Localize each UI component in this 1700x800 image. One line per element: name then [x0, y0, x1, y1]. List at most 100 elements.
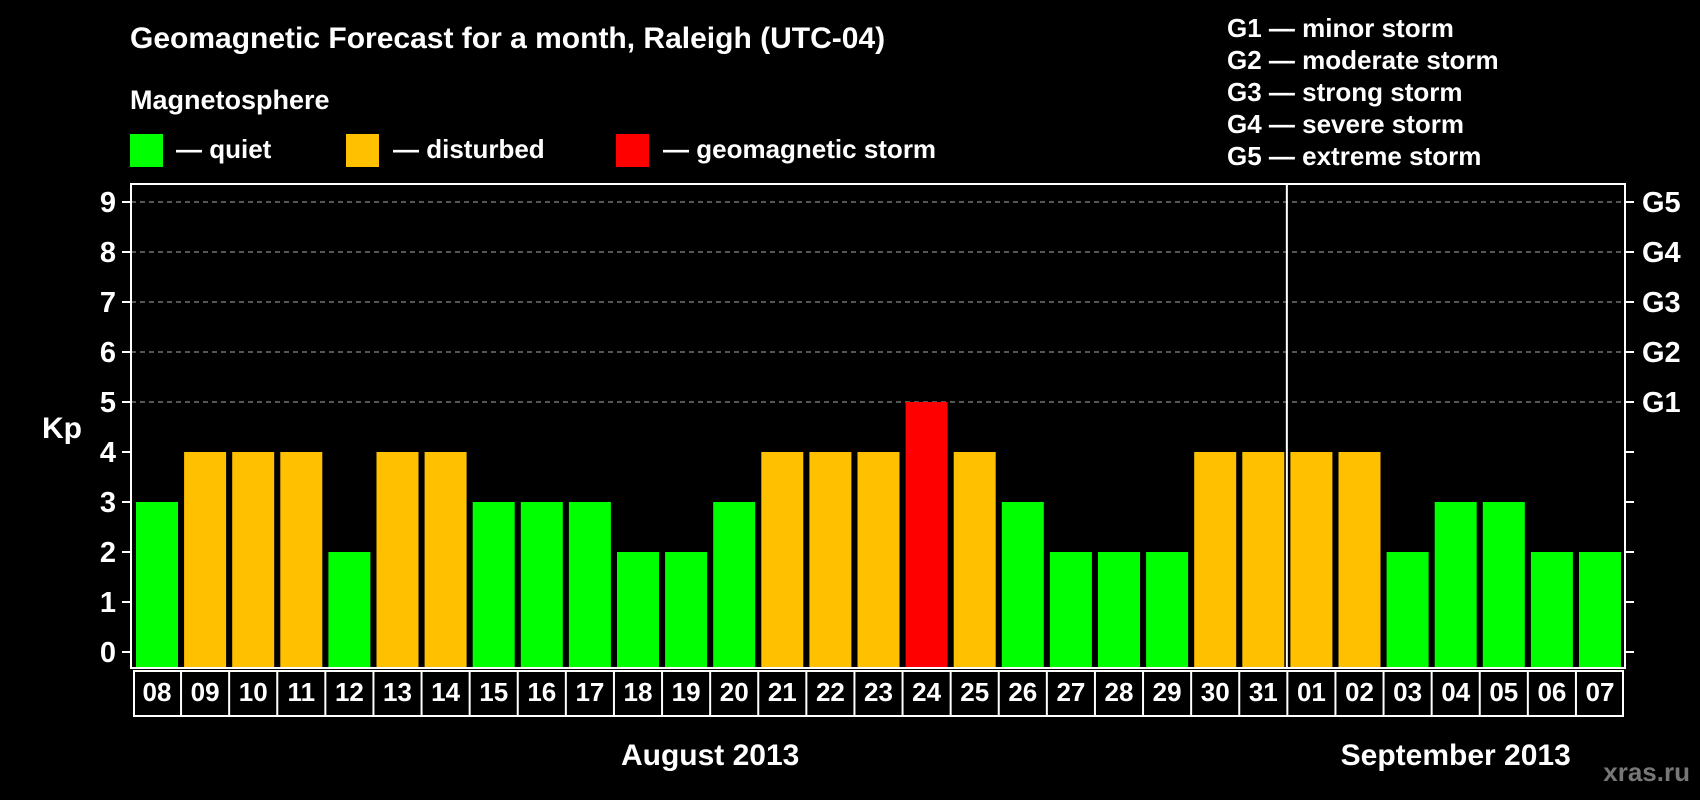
date-row: 08 09 10 11 12 13 14 15 16 17 18 19 20 21 22 23 24 25 26 27… [133, 670, 1624, 717]
date-label-17: 17 [575, 677, 604, 707]
date-label-22: 22 [816, 677, 845, 707]
date-label-26: 26 [1008, 677, 1037, 707]
bar-24 [905, 402, 948, 667]
bars [136, 402, 1621, 667]
y-tick-label-6: 6 [100, 337, 116, 369]
g-scale-label-g4: G4 [1642, 237, 1681, 269]
legend-item-storm: — geomagnetic storm [616, 134, 936, 167]
date-label-24: 24 [912, 677, 941, 707]
bar-20 [713, 502, 756, 667]
bar-06 [1530, 552, 1573, 667]
bar-10 [232, 452, 275, 667]
date-row-border [133, 670, 1624, 717]
date-label-12: 12 [335, 677, 364, 707]
bar-04 [1434, 502, 1477, 667]
g-scale-ticks: G1 G2 G3 G4 G5 [1625, 187, 1681, 653]
y-tick-label-7: 7 [100, 287, 116, 319]
storm-level-g4: G4 — severe storm [1227, 109, 1464, 139]
bar-28 [1098, 552, 1140, 667]
legend-swatch-quiet [130, 134, 163, 167]
date-label-27: 27 [1056, 677, 1085, 707]
bar-25 [953, 452, 996, 667]
bar-07 [1579, 552, 1621, 667]
watermark: xras.ru [1603, 757, 1690, 787]
bar-09 [184, 452, 227, 667]
gridlines [131, 201, 1625, 403]
bar-08 [136, 502, 178, 667]
bar-13 [376, 452, 419, 667]
legend-label-storm: — geomagnetic storm [663, 134, 936, 164]
bar-23 [857, 452, 900, 667]
y-tick-label-4: 4 [100, 437, 116, 469]
y-tick-label-5: 5 [100, 387, 116, 419]
y-tick-label-3: 3 [100, 487, 116, 519]
bar-26 [1001, 502, 1044, 667]
bar-27 [1049, 552, 1092, 667]
date-label-23: 23 [864, 677, 893, 707]
storm-level-g3: G3 — strong storm [1227, 77, 1462, 107]
date-label-18: 18 [624, 677, 653, 707]
month-label-0: August 2013 [621, 739, 799, 772]
date-label-03: 03 [1393, 677, 1422, 707]
bar-19 [665, 552, 708, 667]
date-label-16: 16 [527, 677, 556, 707]
storm-level-list: G1 — minor storm G2 — moderate storm G3 … [1227, 13, 1499, 171]
plot-frame [130, 183, 1626, 669]
date-label-31: 31 [1249, 677, 1278, 707]
storm-level-g1: G1 — minor storm [1227, 13, 1454, 43]
bar-29 [1146, 552, 1189, 667]
y-tick-label-0: 0 [100, 637, 116, 669]
storm-level-g2: G2 — moderate storm [1227, 45, 1499, 75]
date-label-19: 19 [672, 677, 701, 707]
date-label-08: 08 [143, 677, 172, 707]
bar-31 [1242, 452, 1285, 667]
date-label-04: 04 [1441, 677, 1470, 707]
date-label-15: 15 [479, 677, 508, 707]
g-scale-label-g1: G1 [1642, 387, 1681, 419]
date-label-28: 28 [1105, 677, 1134, 707]
legend-item-disturbed: — disturbed [346, 134, 545, 167]
y-tick-label-1: 1 [100, 587, 116, 619]
legend-swatch-disturbed [346, 134, 379, 167]
bar-17 [568, 502, 611, 667]
bar-02 [1338, 452, 1381, 667]
month-labels: August 2013 September 2013 [621, 739, 1571, 772]
date-label-06: 06 [1537, 677, 1566, 707]
y-tick-label-8: 8 [100, 237, 116, 269]
bar-01 [1290, 452, 1333, 667]
legend-heading: Magnetosphere [130, 85, 330, 115]
g-scale-label-g3: G3 [1642, 287, 1681, 319]
bar-18 [617, 552, 659, 667]
date-label-25: 25 [960, 677, 989, 707]
bar-15 [472, 502, 515, 667]
bar-22 [809, 452, 852, 667]
bar-03 [1386, 552, 1429, 667]
bar-12 [328, 552, 371, 667]
bar-21 [761, 452, 804, 667]
date-label-05: 05 [1489, 677, 1518, 707]
legend: — quiet — disturbed — geomagnetic storm [130, 134, 936, 167]
y-axis-label: Kp [42, 412, 82, 445]
date-label-21: 21 [768, 677, 797, 707]
legend-swatch-storm [616, 134, 649, 167]
legend-label-quiet: — quiet [176, 134, 272, 164]
date-label-30: 30 [1201, 677, 1230, 707]
date-label-01: 01 [1297, 677, 1326, 707]
date-label-09: 09 [191, 677, 220, 707]
g-scale-label-g2: G2 [1642, 337, 1681, 369]
plot-border [130, 183, 1626, 669]
legend-label-disturbed: — disturbed [393, 134, 545, 164]
month-label-1: September 2013 [1341, 739, 1571, 772]
date-label-14: 14 [431, 677, 460, 707]
chart-title: Geomagnetic Forecast for a month, Raleig… [130, 22, 885, 55]
y-tick-label-2: 2 [100, 537, 116, 569]
date-label-10: 10 [239, 677, 268, 707]
bar-05 [1482, 502, 1525, 667]
date-label-13: 13 [383, 677, 412, 707]
bar-11 [280, 452, 323, 667]
bar-30 [1194, 452, 1237, 667]
date-label-20: 20 [720, 677, 749, 707]
date-label-07: 07 [1586, 677, 1615, 707]
y-ticks: 0 1 2 3 4 5 6 7 8 9 [100, 187, 131, 669]
